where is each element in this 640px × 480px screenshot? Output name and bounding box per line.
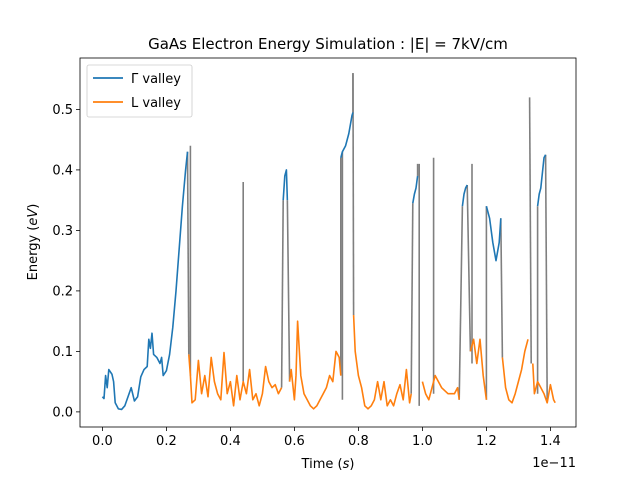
y-tick-label: 0.1 — [52, 345, 73, 360]
legend: Γ valley L valley — [86, 64, 193, 118]
valley-transition-line-13 — [458, 206, 464, 400]
l-valley-line-2 — [352, 315, 412, 410]
legend-label-l: L valley — [131, 96, 181, 111]
y-tick-label: 0.4 — [52, 163, 73, 178]
valley-transition-line-3 — [280, 200, 284, 388]
l-valley-line-4 — [469, 338, 488, 400]
x-tick-label: 1.0 — [412, 434, 433, 449]
y-tick-label: 0.0 — [52, 405, 73, 420]
x-tick-label: 0.2 — [156, 434, 177, 449]
valley-transition-line-18 — [528, 97, 532, 364]
l-valley-line-5 — [501, 339, 529, 404]
l-valley-line-6 — [532, 363, 556, 404]
valley-transition-line-9 — [410, 203, 414, 394]
l-valley-line-0 — [188, 351, 283, 407]
valley-line-2 — [340, 112, 354, 159]
legend-label-gamma: Γ valley — [131, 72, 181, 87]
valley-line-5 — [485, 205, 502, 262]
valley-transition-line-0 — [186, 151, 190, 355]
valley-line-1 — [282, 169, 289, 201]
y-tick-label: 0.3 — [52, 224, 73, 239]
chart-title: GaAs Electron Energy Simulation : |E| = … — [148, 35, 508, 53]
valley-line-0 — [101, 151, 189, 411]
valley-line-4 — [461, 184, 468, 207]
x-axis-ticks: 0.0 0.2 0.4 0.6 0.8 1.0 1.2 1.4 — [92, 427, 561, 449]
x-tick-label: 0.8 — [348, 434, 369, 449]
x-tick-label: 1.2 — [476, 434, 497, 449]
x-tick-label: 0.6 — [284, 434, 305, 449]
valley-line-6 — [536, 154, 547, 207]
valley-transition-line-14 — [466, 185, 472, 352]
plot-lines — [101, 73, 556, 411]
y-axis-ticks: 0.0 0.1 0.2 0.3 0.4 0.5 — [52, 103, 80, 420]
valley-transition-line-20 — [544, 154, 548, 403]
valley-transition-line-8 — [352, 73, 355, 316]
y-tick-label: 0.5 — [52, 103, 73, 118]
axes-frame — [79, 57, 577, 428]
valley-line-3 — [412, 175, 419, 204]
x-offset-text: 1e−11 — [532, 456, 576, 471]
valley-transition-line-17 — [500, 218, 504, 358]
valley-transition-line-4 — [286, 200, 291, 382]
y-axis-label: Energy (eV) — [26, 204, 41, 281]
x-tick-label: 1.4 — [540, 434, 561, 449]
x-tick-label: 0.4 — [220, 434, 241, 449]
x-axis-label: Time (s) — [301, 457, 355, 472]
y-tick-label: 0.2 — [52, 284, 73, 299]
l-valley-line-3 — [421, 374, 460, 401]
x-tick-label: 0.0 — [92, 434, 113, 449]
l-valley-line-1 — [288, 320, 342, 410]
